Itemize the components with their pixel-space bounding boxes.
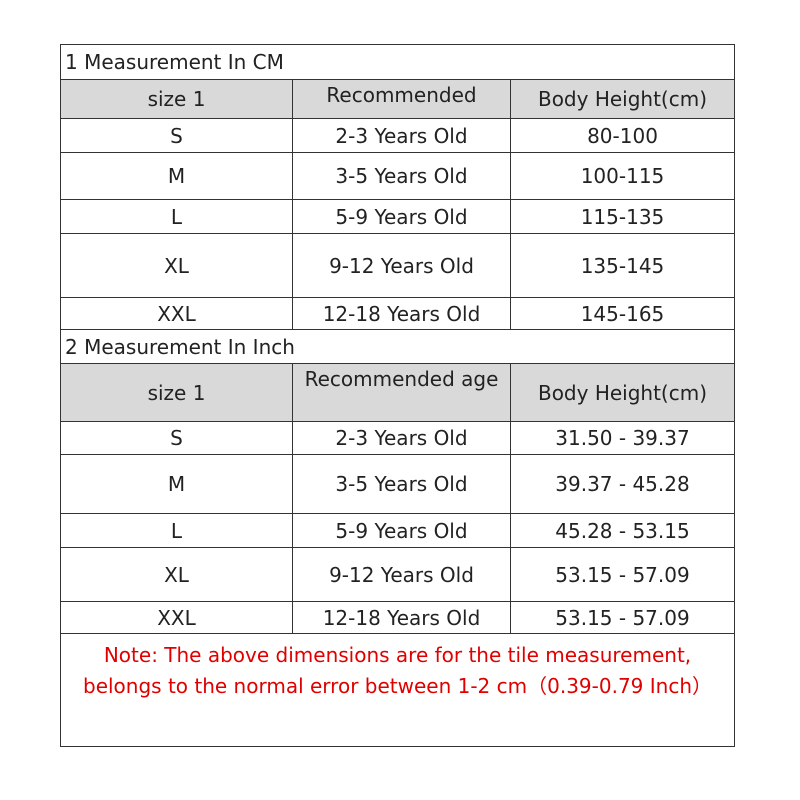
section-title: 1 Measurement In CM [60, 44, 735, 80]
cell: S [60, 118, 293, 153]
data-row: S 2-3 Years Old 31.50 - 39.37 [60, 421, 735, 455]
cell: 45.28 - 53.15 [510, 513, 735, 548]
cell: 2-3 Years Old [292, 118, 511, 153]
data-row: XL 9-12 Years Old 53.15 - 57.09 [60, 547, 735, 602]
cell: 3-5 Years Old [292, 454, 511, 514]
cell: L [60, 199, 293, 234]
cell: XXL [60, 601, 293, 634]
header-cell: Body Height(cm) [510, 363, 735, 422]
note: Note: The above dimensions are for the t… [60, 633, 735, 747]
data-row: S 2-3 Years Old 80-100 [60, 118, 735, 153]
cell: 135-145 [510, 233, 735, 298]
cell: 31.50 - 39.37 [510, 421, 735, 455]
data-row: M 3-5 Years Old 100-115 [60, 152, 735, 200]
size-table: 1 Measurement In CM size 1 Recommended Body… [60, 44, 735, 747]
cell: 53.15 - 57.09 [510, 601, 735, 634]
cell: XXL [60, 297, 293, 330]
section-title-row: 1 Measurement In CM [60, 44, 735, 80]
data-row: XXL 12-18 Years Old 145-165 [60, 297, 735, 330]
header-row: size 1 Recommended Body Height(cm) [60, 79, 735, 119]
data-row: M 3-5 Years Old 39.37 - 45.28 [60, 454, 735, 514]
cell: 100-115 [510, 152, 735, 200]
cell: M [60, 454, 293, 514]
data-row: L 5-9 Years Old 115-135 [60, 199, 735, 234]
cell: M [60, 152, 293, 200]
data-row: XXL 12-18 Years Old 53.15 - 57.09 [60, 601, 735, 634]
cell: 80-100 [510, 118, 735, 153]
cell: 115-135 [510, 199, 735, 234]
cell: 5-9 Years Old [292, 513, 511, 548]
cell: 9-12 Years Old [292, 233, 511, 298]
cell: 145-165 [510, 297, 735, 330]
cell: L [60, 513, 293, 548]
section-title: 2 Measurement In Inch [60, 329, 735, 364]
header-cell: Recommended [292, 79, 511, 119]
note-row: Note: The above dimensions are for the t… [60, 633, 735, 747]
cell: 3-5 Years Old [292, 152, 511, 200]
cell: XL [60, 233, 293, 298]
cell: 9-12 Years Old [292, 547, 511, 602]
header-row: size 1 Recommended age Body Height(cm) [60, 363, 735, 422]
cell: 2-3 Years Old [292, 421, 511, 455]
header-cell: size 1 [60, 363, 293, 422]
cell: 5-9 Years Old [292, 199, 511, 234]
header-cell: Recommended age [292, 363, 511, 422]
data-row: XL 9-12 Years Old 135-145 [60, 233, 735, 298]
cell: 53.15 - 57.09 [510, 547, 735, 602]
header-cell: size 1 [60, 79, 293, 119]
cell: 39.37 - 45.28 [510, 454, 735, 514]
data-row: L 5-9 Years Old 45.28 - 53.15 [60, 513, 735, 548]
cell: S [60, 421, 293, 455]
header-cell: Body Height(cm) [510, 79, 735, 119]
cell: 12-18 Years Old [292, 601, 511, 634]
cell: 12-18 Years Old [292, 297, 511, 330]
section-title-row: 2 Measurement In Inch [60, 329, 735, 364]
cell: XL [60, 547, 293, 602]
